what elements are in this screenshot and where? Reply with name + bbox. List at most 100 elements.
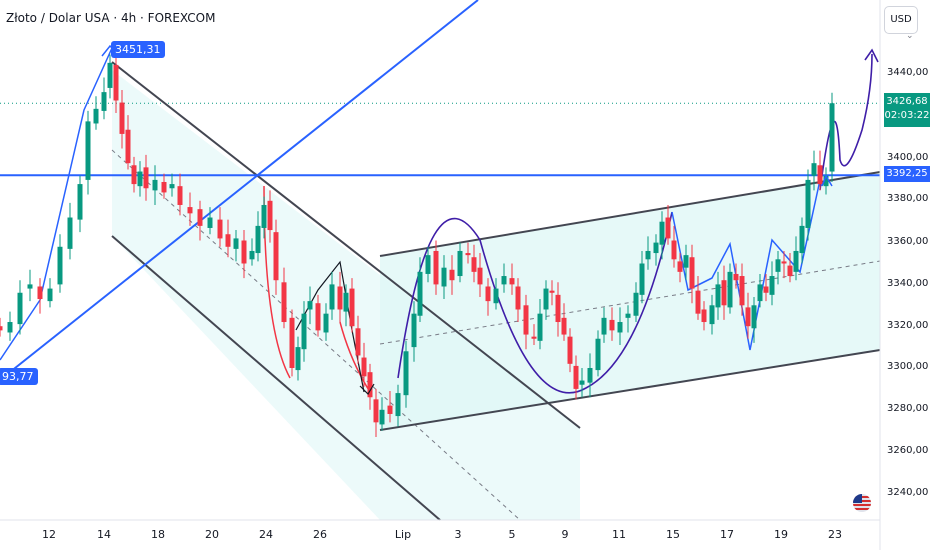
candle-body [17, 292, 23, 325]
candle-body [695, 290, 701, 314]
candle-body [727, 271, 733, 308]
candle-body [689, 257, 695, 289]
candle-body [721, 280, 727, 306]
symbol-title[interactable]: Złoto / Dolar USA · 4h · FOREXCOM [6, 11, 216, 25]
date-tick-label: 12 [42, 528, 56, 541]
candle-body [301, 313, 307, 350]
candle-body [781, 261, 787, 264]
candle-body [57, 246, 63, 285]
candle-body [709, 305, 715, 325]
price-tick-label: 3400,00 [887, 152, 929, 163]
candle-body [152, 179, 158, 191]
candle-body [805, 179, 811, 228]
down-arrow-marker [359, 383, 375, 395]
candle-body [267, 200, 273, 231]
candle-body [395, 393, 401, 417]
high-price-label[interactable]: 3451,31 [111, 41, 165, 58]
candle-body [701, 309, 707, 323]
candle-body [457, 250, 463, 277]
date-tick-label: 3 [454, 528, 462, 541]
up-channel-lower [379, 349, 881, 431]
down-channel-lower [111, 235, 441, 521]
price-tick-label: 3300,00 [887, 361, 929, 372]
candle-body [601, 317, 607, 335]
candle-body [625, 313, 631, 318]
candle-body [549, 290, 555, 293]
forecast-arrowhead [864, 48, 879, 63]
candle-body [465, 253, 471, 256]
us-flag-icon[interactable] [853, 494, 871, 512]
candle-body [683, 255, 689, 268]
currency-selector[interactable]: USD [884, 6, 918, 34]
candle-body [639, 263, 645, 295]
date-tick-label: 19 [774, 528, 788, 541]
candle-body [745, 307, 751, 327]
date-tick-label: 9 [561, 528, 569, 541]
date-tick-label: 23 [828, 528, 842, 541]
candle-body [85, 121, 91, 180]
up-channel-upper [379, 171, 881, 257]
candle-body [137, 171, 143, 187]
candle-body [645, 250, 651, 260]
date-tick-label: Lip [394, 528, 412, 541]
candle-body [769, 276, 775, 295]
candle-body [307, 301, 313, 310]
down-channel-upper [111, 61, 581, 429]
candle-body [587, 368, 593, 383]
curved-move [339, 321, 371, 393]
candle-body [659, 221, 665, 245]
date-tick-label: 17 [720, 528, 734, 541]
rising-trendline [0, 0, 479, 381]
candle-body [493, 288, 499, 304]
candle-body [665, 217, 671, 239]
candle-body [595, 338, 601, 371]
candle-body [367, 372, 373, 398]
candle-body [537, 313, 543, 341]
candle-body [515, 286, 521, 310]
candles-layer [0, 54, 835, 437]
candle-body [7, 322, 13, 333]
candle-body [241, 240, 247, 264]
price-tick-label: 3380,00 [887, 193, 929, 204]
candle-body [817, 165, 823, 185]
candle-body [187, 207, 193, 214]
date-tick-label: 24 [259, 528, 273, 541]
candle-body [403, 351, 409, 396]
candle-body [387, 405, 393, 414]
candle-body [315, 303, 321, 331]
candle-body [739, 276, 745, 306]
candle-body [787, 265, 793, 277]
candle-body [555, 294, 561, 323]
candle-body [757, 284, 763, 302]
price-tick-label: 3280,00 [887, 403, 929, 414]
candle-body [349, 288, 355, 327]
chevron-down-icon[interactable]: ⌄ [906, 30, 914, 40]
candle-body [119, 102, 125, 134]
candle-body [733, 273, 739, 281]
candle-body [273, 232, 279, 281]
price-tick-label: 3260,00 [887, 445, 929, 456]
candle-body [289, 317, 295, 368]
date-tick-label: 11 [612, 528, 626, 541]
candle-body [477, 267, 483, 285]
candle-body [233, 238, 239, 249]
candle-body [567, 336, 573, 364]
candle-body [763, 286, 769, 293]
candle-body [217, 219, 223, 239]
candle-body [379, 409, 385, 425]
candle-body [255, 225, 261, 254]
candle-body [0, 326, 3, 331]
candle-body [433, 250, 439, 285]
candle-body [793, 250, 799, 272]
candle-body [207, 217, 213, 228]
candle-body [281, 282, 287, 323]
candle-body [715, 284, 721, 308]
candle-body [93, 108, 99, 124]
candle-body [169, 184, 175, 189]
candle-body [531, 336, 537, 339]
low-price-label[interactable]: 93,77 [0, 368, 38, 385]
candle-body [225, 234, 231, 247]
up-channel-fill [380, 172, 880, 430]
candle-body [37, 286, 43, 300]
